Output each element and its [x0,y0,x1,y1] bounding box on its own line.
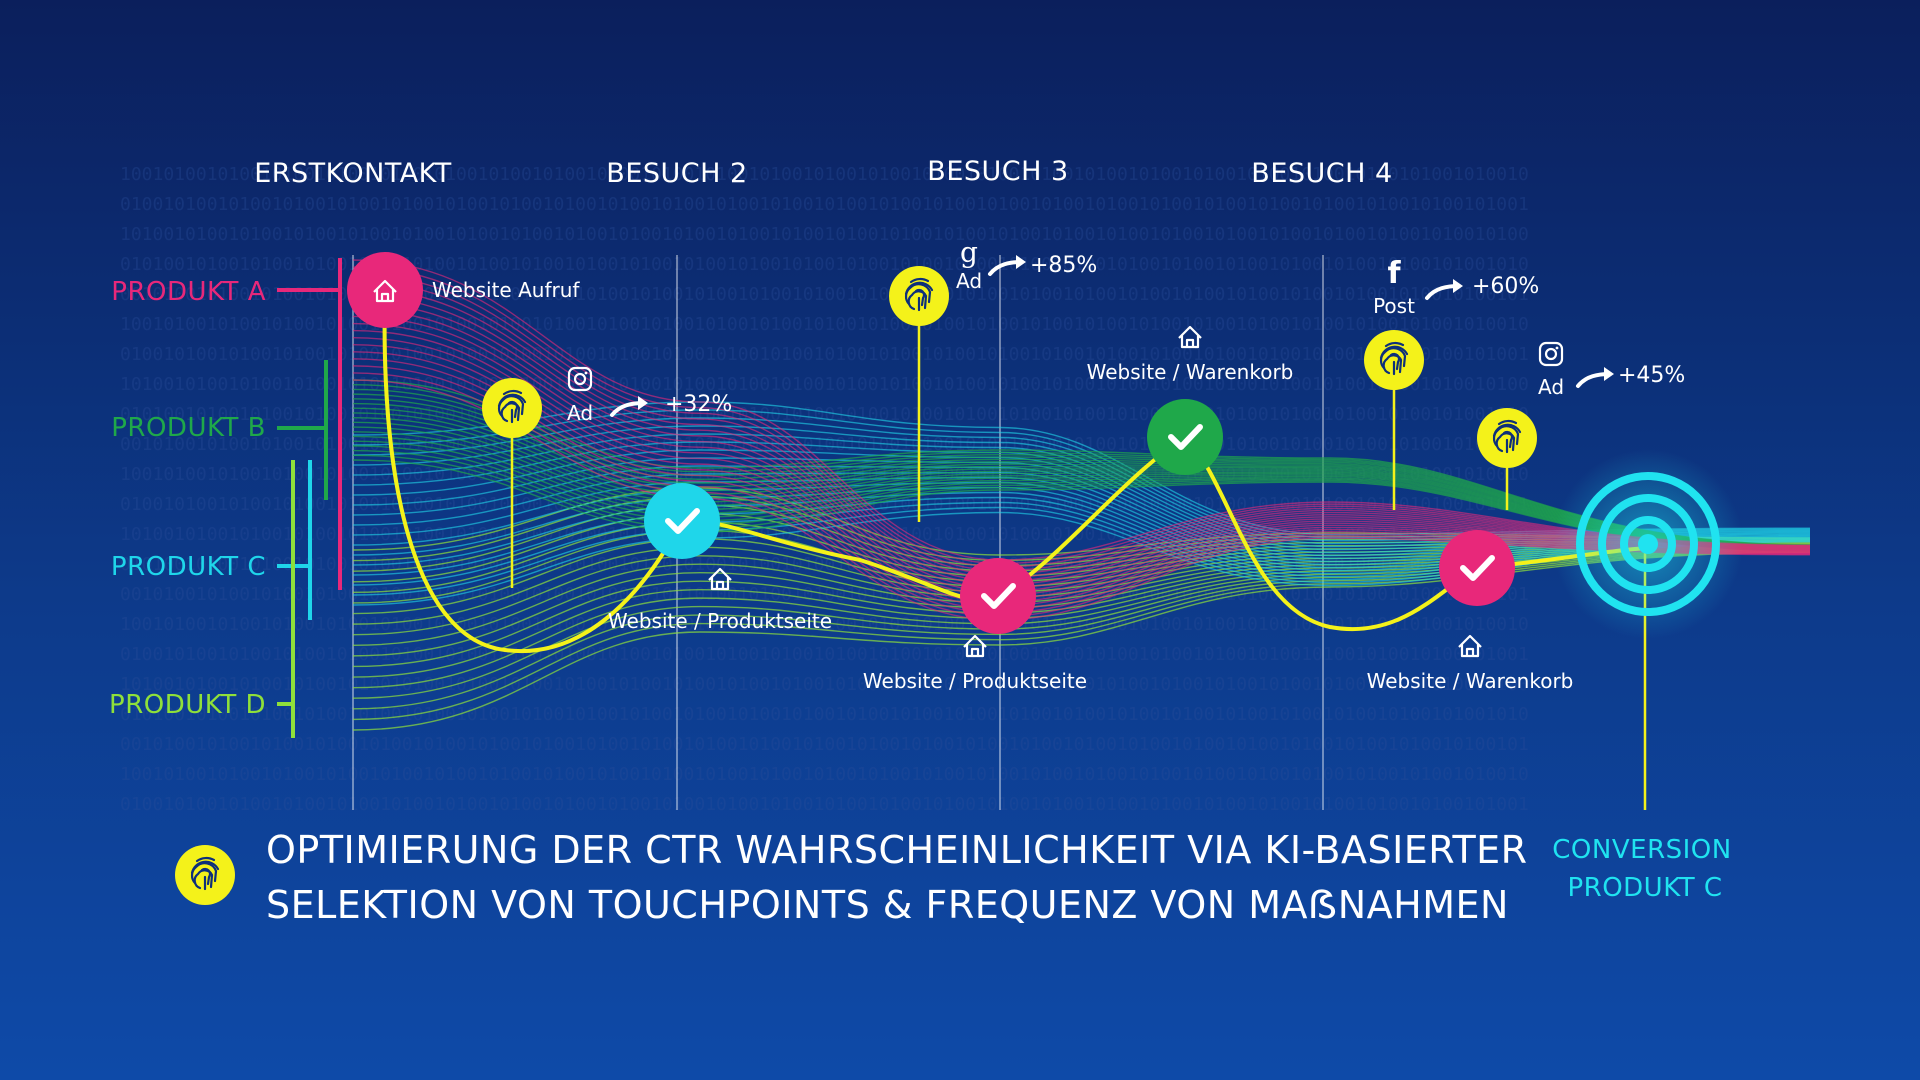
binary-row: 1001010010100101001010010100101001010010… [120,314,1529,335]
fingerprint-icon [1475,406,1539,470]
produktseite-label-2: Website / Produktseite [863,669,1087,693]
wave-line [352,454,1811,552]
warenkorb-label-1: Website / Warenkorb [1087,360,1294,384]
fingerprint-icon [1362,328,1426,392]
conversion-label-2: PRODUKT C [1567,873,1722,903]
wave-line [352,393,1811,547]
wave-line [352,435,1811,551]
wave-line [352,449,1811,552]
stage-label-besuch-4: BESUCH 4 [1251,158,1392,189]
binary-row: 0101001010010100101001010010100101001010… [120,254,1529,275]
facebook-icon: f [1387,256,1401,291]
binary-row: 0100101001010010100101001010010100101001… [120,494,1529,515]
wave-line [352,412,1811,549]
warenkorb-label-2: Website / Warenkorb [1367,669,1574,693]
wave-line [352,416,1811,549]
wave-line [352,379,1811,546]
ad-annotation-2: g Ad +85% [956,236,1097,293]
ad-label: Ad [956,269,982,293]
binary-row: 0010100101001010010100101001010010100101… [120,284,1529,305]
fingerprint-icon [480,376,544,440]
product-brackets [277,258,342,738]
binary-row: 0100101001010010100101001010010100101001… [120,194,1529,215]
binary-row: 1010010100101001010010100101001010010100… [120,224,1529,245]
ad-annotation-1: Ad +32% [567,366,732,425]
instagram-icon [1538,341,1564,367]
check-node-cyan [644,483,720,559]
wave-line [352,440,1811,551]
check-node-green [1147,399,1223,475]
stage-label-besuch-3: BESUCH 3 [927,156,1068,187]
website-aufruf-label: Website Aufruf [432,278,580,302]
footer-line-2: SELEKTION VON TOUCHPOINTS & FREQUENZ VON… [266,883,1509,927]
stage-label-erstkontakt: ERSTKONTAKT [254,158,452,189]
binary-row: 1001010010100101001010010100101001010010… [120,164,1529,185]
binary-row: 1001010010100101001010010100101001010010… [120,764,1529,785]
footer-line-1: OPTIMIERUNG DER CTR WAHRSCHEINLICHKEIT V… [266,828,1528,872]
ad-annotation-3: f Post +60% [1373,256,1539,318]
binary-row: 1010010100101001010010100101001010010100… [120,374,1529,395]
binary-row: 0010100101001010010100101001010010100101… [120,434,1529,455]
wave-line [352,421,1811,549]
conversion-target-icon [1553,449,1743,639]
binary-row: 1010010100101001010010100101001010010100… [120,674,1529,695]
fingerprint-icon [173,843,237,907]
wave-line [352,388,1811,547]
wave-line [352,431,1811,550]
ad-annotation-4: Ad +45% [1538,341,1685,399]
binary-row: 0100101001010010100101001010010100101001… [120,644,1529,665]
uplift-value: +32% [665,392,732,417]
arrow-icon [1576,365,1616,388]
fingerprint-icon [887,264,951,328]
post-label: Post [1373,294,1415,318]
product-label-b: PRODUKT B [111,413,266,443]
check-node-magenta-2 [1439,530,1515,606]
ad-label: Ad [567,401,593,425]
binary-row: 1001010010100101001010010100101001010010… [120,614,1529,635]
wave-line [352,407,1811,548]
binary-row: 0101001010010100101001010010100101001010… [120,704,1529,725]
google-icon: g [960,236,978,269]
stage-label-besuch-2: BESUCH 2 [606,158,747,189]
wave-line [352,426,1811,550]
product-label-d: PRODUKT D [109,690,266,720]
produktseite-label-1: Website / Produktseite [608,609,832,633]
binary-row: 0100101001010010100101001010010100101001… [120,344,1529,365]
binary-row: 0101001010010100101001010010100101001010… [120,404,1529,425]
check-node-magenta-1 [960,558,1036,634]
uplift-value: +45% [1618,363,1685,388]
wave-line [352,402,1811,548]
product-label-a: PRODUKT A [111,277,266,307]
website-aufruf-node [347,252,423,328]
conversion-label-1: CONVERSION [1552,835,1731,865]
binary-row: 0100101001010010100101001010010100101001… [120,794,1529,815]
uplift-value: +85% [1030,253,1097,278]
wave-line [352,445,1811,551]
ad-label: Ad [1538,375,1564,399]
product-label-c: PRODUKT C [111,552,266,582]
binary-row: 0010100101001010010100101001010010100101… [120,734,1529,755]
wave-line [352,459,1811,552]
uplift-value: +60% [1472,274,1539,299]
